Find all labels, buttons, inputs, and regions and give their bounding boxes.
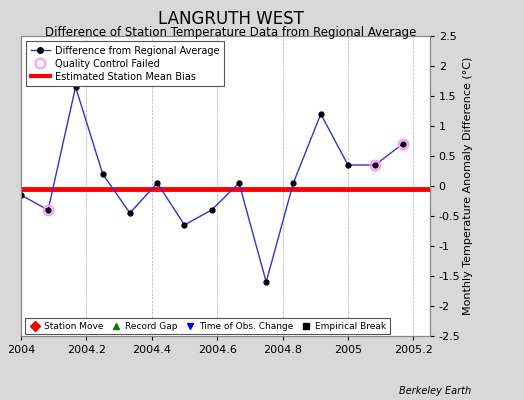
- Text: Berkeley Earth: Berkeley Earth: [399, 386, 472, 396]
- Legend: Station Move, Record Gap, Time of Obs. Change, Empirical Break: Station Move, Record Gap, Time of Obs. C…: [26, 318, 390, 334]
- Text: Difference of Station Temperature Data from Regional Average: Difference of Station Temperature Data f…: [45, 26, 416, 39]
- Y-axis label: Monthly Temperature Anomaly Difference (°C): Monthly Temperature Anomaly Difference (…: [463, 57, 473, 315]
- Text: LANGRUTH WEST: LANGRUTH WEST: [158, 10, 303, 28]
